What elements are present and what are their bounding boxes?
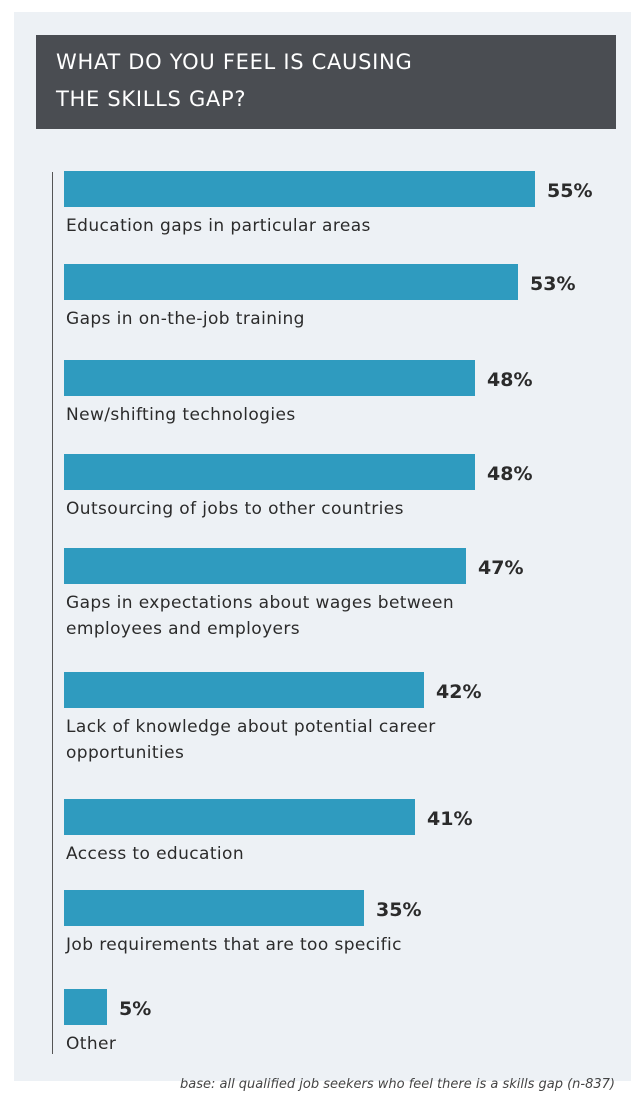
bar-0 [64, 171, 535, 207]
category-label-8: Other [66, 1034, 116, 1054]
category-label-4-line-0: Gaps in expectations about wages between [66, 593, 454, 613]
value-label-7: 35% [376, 899, 421, 921]
value-label-4: 47% [478, 557, 523, 579]
value-label-2: 48% [487, 369, 532, 391]
bar-3 [64, 454, 475, 490]
bar-2 [64, 360, 475, 396]
footnote: base: all qualified job seekers who feel… [179, 1077, 615, 1092]
bar-1 [64, 264, 518, 300]
category-label-4-line-1: employees and employers [66, 619, 300, 639]
category-label-2: New/shifting technologies [66, 405, 296, 425]
category-label-7: Job requirements that are too specific [65, 935, 402, 955]
bar-6 [64, 799, 415, 835]
category-label-5-line-0: Lack of knowledge about potential career [66, 717, 436, 737]
category-label-0: Education gaps in particular areas [66, 216, 371, 236]
value-label-1: 53% [530, 273, 575, 295]
value-label-6: 41% [427, 808, 472, 830]
value-label-3: 48% [487, 463, 532, 485]
bar-5 [64, 672, 424, 708]
axis-line [52, 172, 53, 1054]
chart-title-box: WHAT DO YOU FEEL IS CAUSING THE SKILLS G… [36, 35, 616, 129]
category-label-5-line-1: opportunities [66, 743, 184, 763]
category-label-1: Gaps in on-the-job training [66, 309, 305, 329]
chart-title-line-2: THE SKILLS GAP? [56, 87, 247, 111]
bar-8 [64, 989, 107, 1025]
bar-7 [64, 890, 364, 926]
category-label-6: Access to education [66, 844, 244, 864]
chart-title-line-1: WHAT DO YOU FEEL IS CAUSING [56, 50, 413, 74]
value-label-8: 5% [119, 998, 151, 1020]
bar-4 [64, 548, 466, 584]
value-label-0: 55% [547, 180, 592, 202]
value-label-5: 42% [436, 681, 481, 703]
category-label-3: Outsourcing of jobs to other countries [66, 499, 404, 519]
